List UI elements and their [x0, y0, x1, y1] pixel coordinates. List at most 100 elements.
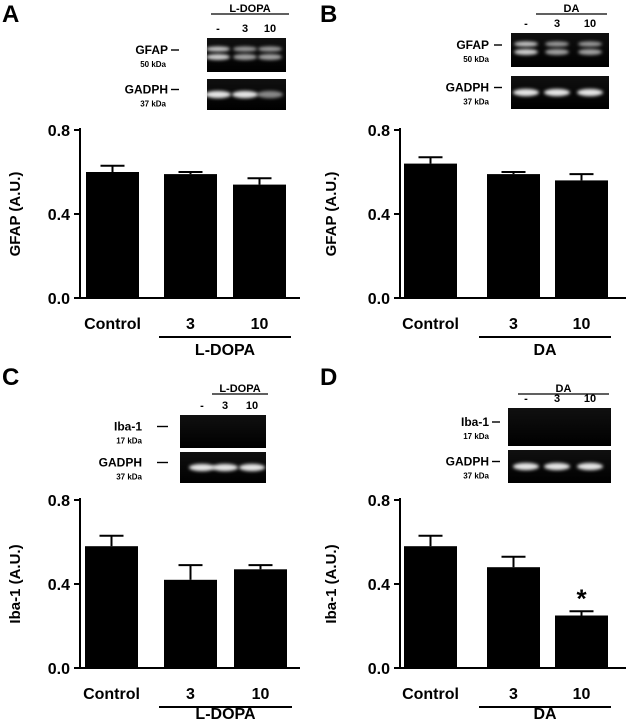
bar [164, 579, 217, 668]
blot-lane-label: 10 [246, 400, 258, 412]
bar-chart: 0.0 0.4 0.8 GFAP (A.U.) Control 3 10 DA [323, 123, 626, 359]
protein-band [577, 462, 603, 471]
bar [404, 546, 457, 668]
group-label: L-DOPA [195, 342, 256, 359]
blot-protein-label: GFAP [456, 38, 489, 52]
protein-band [544, 462, 570, 471]
y-tick-label: 0.8 [48, 493, 70, 510]
y-tick-label: 0.0 [368, 661, 390, 678]
protein-band [206, 54, 230, 60]
bar [555, 180, 608, 298]
protein-band [578, 49, 602, 55]
blot-lane-label: - [524, 18, 528, 30]
blot-strip [180, 415, 266, 448]
y-tick-label: 0.0 [48, 661, 70, 678]
bar-chart: 0.0 0.4 0.8 GFAP (A.U.) Control 3 10 L-DOPA [7, 123, 300, 359]
y-tick-label: 0.4 [48, 207, 70, 224]
x-tick-label: Control [84, 316, 141, 333]
y-tick-label: 0.0 [368, 291, 390, 308]
blot-lane-label: 10 [584, 18, 596, 30]
y-tick-label: 0.8 [368, 493, 390, 510]
x-tick-label: 3 [186, 686, 195, 703]
blot-lane-label: - [200, 400, 204, 412]
protein-band [205, 90, 231, 99]
x-tick-label: Control [83, 686, 140, 703]
protein-band [239, 463, 265, 472]
protein-band [233, 46, 257, 52]
protein-band [258, 54, 282, 60]
panel-letter: B [320, 1, 337, 28]
blot-kda-label: 17 kDa [116, 437, 142, 446]
group-label: L-DOPA [195, 706, 256, 720]
y-axis-label: Iba-1 (A.U.) [7, 544, 24, 623]
y-axis-label: GFAP (A.U.) [323, 172, 340, 257]
blot-lane-label: 3 [222, 400, 228, 412]
blot-kda-label: 50 kDa [140, 60, 166, 69]
protein-band [514, 49, 538, 55]
blot-lane-label: 3 [242, 23, 248, 35]
panel-letter: A [2, 1, 19, 28]
y-tick-label: 0.8 [368, 123, 390, 140]
bar [233, 184, 286, 298]
protein-band [233, 54, 257, 60]
blot-kda-label: 50 kDa [463, 55, 489, 64]
x-tick-label: Control [402, 316, 459, 333]
panel-b: B DA - 3 10 GFAP 50 kDa GADPH 37 kDa 0.0 0.4 0.8 GFA… [320, 1, 626, 359]
blot-protein-label: Iba-1 [461, 415, 489, 429]
x-tick-label: 10 [252, 686, 270, 703]
western-blot: DA - 3 10 Iba-1 17 kDa GADPH 37 kDa [446, 383, 611, 483]
blot-protein-label: GADPH [446, 455, 489, 469]
bar [404, 163, 457, 298]
x-tick-label: 10 [573, 316, 591, 333]
western-blot: DA - 3 10 GFAP 50 kDa GADPH 37 kDa [446, 3, 609, 109]
blot-treatment-label: DA [564, 3, 580, 15]
blot-kda-label: 37 kDa [463, 472, 489, 481]
x-tick-label: 3 [509, 686, 518, 703]
y-tick-label: 0.4 [368, 577, 390, 594]
protein-band [578, 41, 602, 47]
blot-kda-label: 17 kDa [463, 432, 489, 441]
blot-kda-label: 37 kDa [116, 473, 142, 482]
protein-band [232, 90, 258, 99]
bar [487, 174, 540, 298]
bar [234, 569, 287, 668]
y-tick-label: 0.4 [368, 207, 390, 224]
panel-letter: C [2, 364, 19, 391]
y-axis-label: GFAP (A.U.) [7, 172, 24, 257]
blot-strip [508, 408, 611, 446]
protein-band [545, 41, 569, 47]
y-tick-label: 0.0 [48, 291, 70, 308]
blot-lane-label: 3 [554, 393, 560, 405]
protein-band [513, 462, 539, 471]
blot-protein-label: GADPH [99, 456, 142, 470]
protein-band [212, 463, 238, 472]
protein-band [257, 90, 283, 99]
x-tick-label: Control [402, 686, 459, 703]
blot-protein-label: GFAP [135, 43, 168, 57]
western-blot: L-DOPA - 3 10 Iba-1 17 kDa GADPH 37 kDa [99, 383, 268, 483]
blot-treatment-label: L-DOPA [219, 383, 260, 395]
x-tick-label: 3 [509, 316, 518, 333]
group-label: DA [533, 706, 557, 720]
protein-band [206, 46, 230, 52]
protein-band [577, 88, 603, 97]
protein-band [258, 46, 282, 52]
blot-treatment-label: DA [556, 383, 572, 395]
blot-protein-label: Iba-1 [114, 420, 142, 434]
blot-treatment-label: L-DOPA [229, 3, 270, 15]
western-blot: L-DOPA- 3 10 GFAP 50 kDa GADPH 37 kDa [125, 3, 289, 110]
x-tick-label: 3 [186, 316, 195, 333]
bar [85, 546, 138, 668]
blot-kda-label: 37 kDa [463, 98, 489, 107]
y-tick-label: 0.4 [48, 577, 70, 594]
blot-lane-label: 10 [584, 393, 596, 405]
protein-band [545, 49, 569, 55]
blot-lane-label: - [216, 23, 220, 35]
y-axis-label: Iba-1 (A.U.) [323, 544, 340, 623]
protein-band [544, 88, 570, 97]
protein-band [514, 41, 538, 47]
bar-chart: 0.0 0.4 0.8 Iba-1 (A.U.) Control 3 10 L-DOPA [7, 493, 300, 720]
bar-chart: 0.0 0.4 0.8 Iba-1 (A.U.) Control 3 * 10 DA [323, 493, 626, 720]
